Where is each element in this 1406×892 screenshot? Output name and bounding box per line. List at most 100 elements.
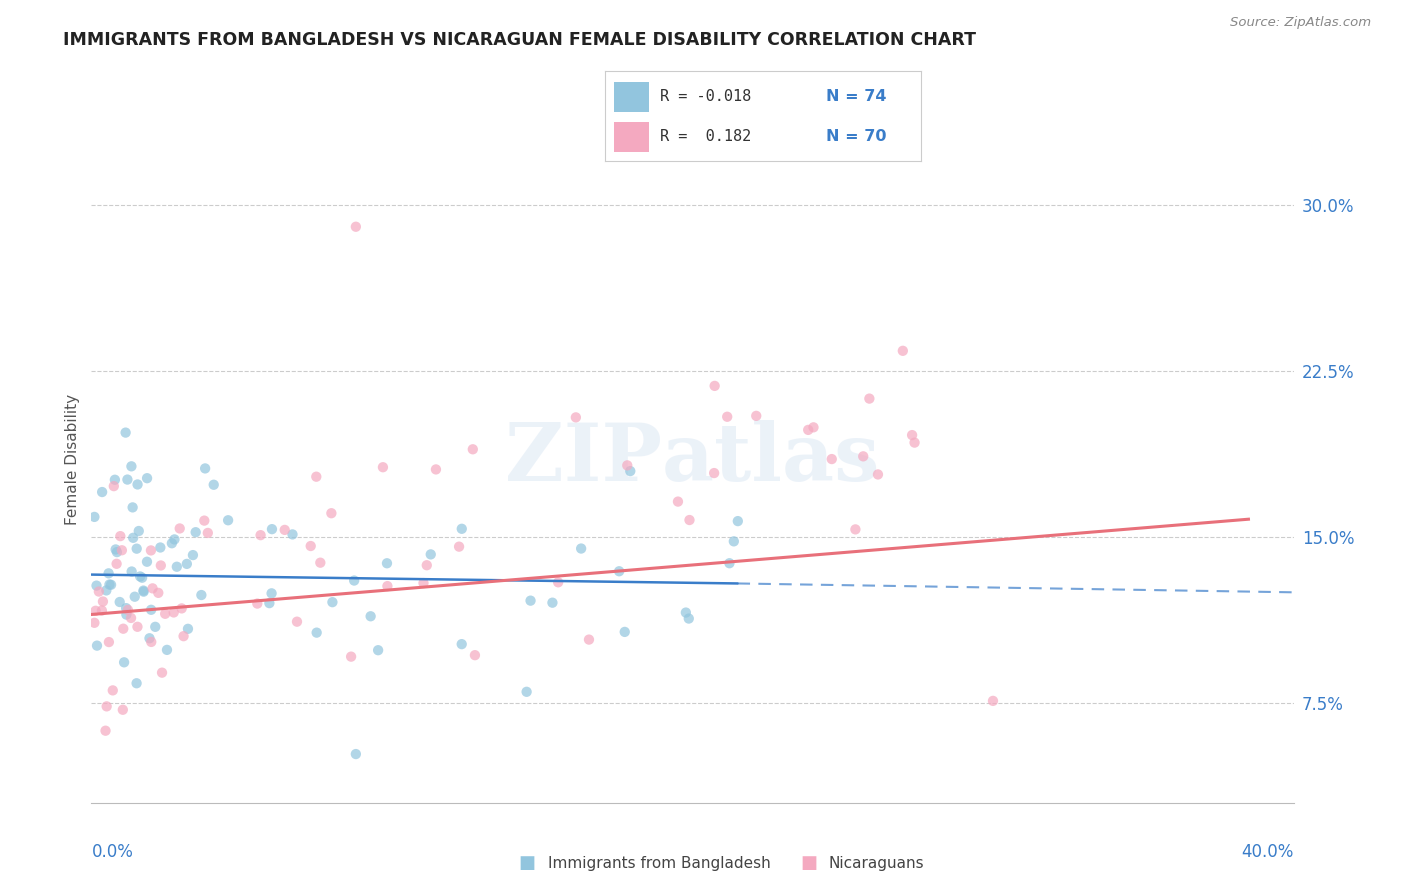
Point <box>132 583 155 598</box>
Point <box>305 469 328 483</box>
Text: N = 74: N = 74 <box>827 89 887 103</box>
Point <box>83 615 105 630</box>
Point <box>136 555 159 569</box>
Text: ■: ■ <box>519 855 536 872</box>
Point <box>83 509 105 524</box>
Point <box>852 450 875 464</box>
Point <box>117 603 139 617</box>
Point <box>412 576 434 591</box>
Point <box>163 606 186 620</box>
Point <box>375 556 398 570</box>
Point <box>127 477 149 491</box>
Point <box>100 578 122 592</box>
Point <box>173 629 195 643</box>
Point <box>122 531 145 545</box>
Point <box>115 601 138 615</box>
Point <box>150 665 173 680</box>
Point <box>360 609 382 624</box>
Text: 0.0%: 0.0% <box>91 843 134 861</box>
Point <box>160 536 183 550</box>
Point <box>858 392 880 406</box>
Point <box>202 477 225 491</box>
Point <box>547 575 569 590</box>
Point <box>115 607 138 622</box>
Point <box>285 615 308 629</box>
Point <box>675 606 697 620</box>
Point <box>569 541 592 556</box>
Point <box>148 586 170 600</box>
Point <box>132 584 155 599</box>
Point <box>217 513 239 527</box>
Point <box>419 548 441 562</box>
Point <box>519 593 541 607</box>
Point <box>184 525 207 540</box>
Point <box>367 643 389 657</box>
Point <box>193 514 215 528</box>
Point <box>616 458 638 473</box>
Point <box>127 620 149 634</box>
Point <box>114 425 136 440</box>
Point <box>745 409 768 423</box>
Point <box>104 542 127 557</box>
Point <box>309 556 332 570</box>
Point <box>613 624 636 639</box>
Text: R = -0.018: R = -0.018 <box>659 89 751 103</box>
Point <box>703 466 725 480</box>
Point <box>450 637 472 651</box>
Point <box>450 522 472 536</box>
Point <box>90 603 112 617</box>
Point <box>111 543 134 558</box>
Point <box>108 595 131 609</box>
Text: Immigrants from Bangladesh: Immigrants from Bangladesh <box>548 856 770 871</box>
Point <box>703 379 725 393</box>
Point <box>305 625 328 640</box>
Point <box>91 485 114 500</box>
Point <box>101 683 124 698</box>
Point <box>246 597 269 611</box>
Point <box>866 467 889 482</box>
Point <box>166 559 188 574</box>
Point <box>104 473 127 487</box>
Point <box>371 460 394 475</box>
Point <box>138 632 160 646</box>
Point <box>156 643 179 657</box>
Point <box>344 747 367 761</box>
Point <box>96 583 118 598</box>
Point <box>84 604 107 618</box>
Point <box>149 558 172 573</box>
Point <box>121 565 143 579</box>
Point <box>981 694 1004 708</box>
Point <box>131 571 153 585</box>
Point <box>112 622 135 636</box>
Point <box>249 528 271 542</box>
Point <box>103 479 125 493</box>
Point <box>149 541 172 555</box>
Point <box>96 699 118 714</box>
Point <box>903 435 925 450</box>
Point <box>449 540 471 554</box>
Point <box>260 586 283 600</box>
Point <box>190 588 212 602</box>
Point <box>299 539 322 553</box>
Point <box>321 595 343 609</box>
Text: ■: ■ <box>800 855 817 872</box>
Point <box>844 522 866 536</box>
Point <box>259 596 281 610</box>
Point <box>124 590 146 604</box>
Point <box>136 471 159 485</box>
Point <box>139 603 162 617</box>
Point <box>169 521 191 535</box>
Point <box>105 557 128 571</box>
Point <box>86 579 108 593</box>
Text: Nicaraguans: Nicaraguans <box>828 856 924 871</box>
Point <box>607 564 630 578</box>
Point <box>666 494 689 508</box>
Point <box>142 582 165 596</box>
FancyBboxPatch shape <box>614 122 650 152</box>
Point <box>125 541 148 556</box>
Point <box>120 611 142 625</box>
Point <box>141 635 163 649</box>
Point <box>177 622 200 636</box>
Point <box>97 635 120 649</box>
Text: IMMIGRANTS FROM BANGLADESH VS NICARAGUAN FEMALE DISABILITY CORRELATION CHART: IMMIGRANTS FROM BANGLADESH VS NICARAGUAN… <box>63 31 976 49</box>
